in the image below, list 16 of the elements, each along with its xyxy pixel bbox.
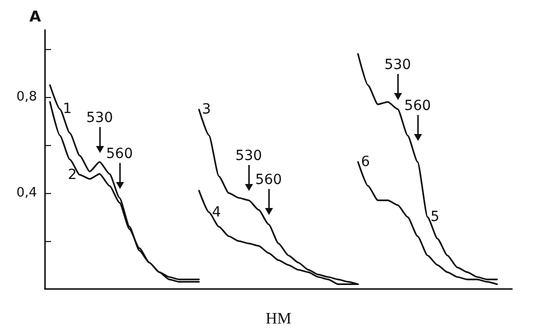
series-label: 1 [62,101,72,118]
y-tick-label: 0,4 [16,186,37,201]
annotation: 560 [404,98,431,114]
annotation: 530 [235,148,262,164]
x-axis-title: НМ [266,310,292,328]
series-label: 4 [212,204,221,220]
annotation: 560 [255,172,282,188]
annotation: 560 [106,146,133,162]
y-axis-title: A [29,8,42,26]
series-label: 5 [430,209,440,226]
y-tick-label: 0,8 [16,90,37,105]
series-label: 2 [68,166,77,183]
annotation: 530 [86,110,114,126]
series-label: 6 [360,154,370,170]
annotation: 530 [384,57,412,74]
series-label: 3 [202,102,211,118]
